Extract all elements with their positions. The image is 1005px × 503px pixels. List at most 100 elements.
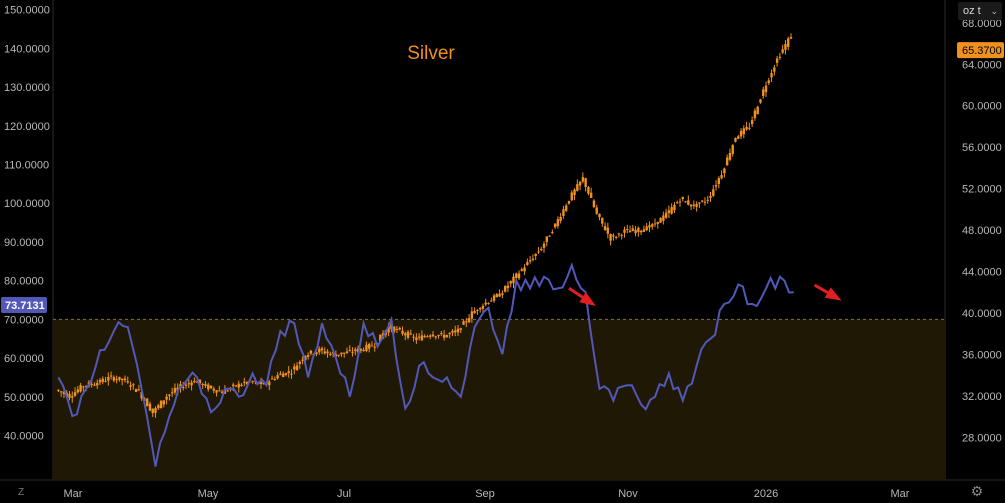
candle-body bbox=[565, 205, 568, 211]
candle-body bbox=[118, 376, 121, 380]
left-tick-label: 50.0000 bbox=[4, 392, 44, 404]
gear-icon[interactable]: ⚙ bbox=[970, 483, 984, 499]
candle-body bbox=[745, 126, 748, 130]
candle-body bbox=[603, 226, 607, 231]
candle-body bbox=[429, 335, 432, 337]
candle-body bbox=[232, 384, 235, 387]
candle-body bbox=[251, 381, 254, 383]
candle-body bbox=[531, 258, 535, 260]
candle-body bbox=[90, 383, 93, 385]
right-tick-label: 56.0000 bbox=[962, 142, 1002, 154]
candle-body bbox=[734, 137, 737, 142]
candle-body bbox=[778, 56, 782, 58]
candle-body bbox=[454, 330, 457, 333]
candle-body bbox=[398, 327, 401, 330]
right-tick-label: 28.0000 bbox=[962, 432, 1002, 444]
candle-body bbox=[343, 352, 346, 354]
candle-body bbox=[73, 392, 77, 396]
candle-body bbox=[290, 373, 293, 375]
candle-body bbox=[362, 349, 365, 351]
right-tick-label: 32.0000 bbox=[962, 391, 1002, 403]
candle-body bbox=[348, 350, 351, 352]
candle-body bbox=[318, 348, 321, 353]
candle-body bbox=[173, 388, 177, 393]
candle-body bbox=[770, 73, 773, 78]
candle-body bbox=[234, 385, 238, 387]
candle-body bbox=[784, 44, 787, 50]
unit-selector[interactable]: oz t ⌄ bbox=[958, 2, 1002, 20]
candle-body bbox=[154, 408, 157, 413]
candle-body bbox=[198, 379, 202, 384]
candle-body bbox=[623, 229, 626, 233]
candle-body bbox=[520, 269, 524, 271]
candle-body bbox=[476, 309, 479, 311]
candle-body bbox=[406, 331, 410, 338]
candle-body bbox=[93, 384, 96, 386]
candle-body bbox=[787, 38, 790, 47]
candle-body bbox=[762, 89, 765, 97]
candle-body bbox=[775, 58, 779, 63]
candle-body bbox=[490, 300, 493, 302]
candle-body bbox=[578, 181, 582, 186]
candle-body bbox=[76, 389, 80, 393]
candle-body bbox=[207, 384, 210, 390]
candle-body bbox=[626, 228, 629, 230]
candle-body bbox=[503, 286, 507, 292]
candle-body bbox=[667, 210, 671, 213]
candle-body bbox=[370, 345, 374, 347]
candle-body bbox=[415, 337, 418, 341]
candle-body bbox=[523, 267, 526, 272]
candle-body bbox=[659, 217, 662, 223]
candle-body bbox=[440, 333, 443, 335]
left-current-badge bbox=[1, 296, 47, 313]
left-current-label: 73.7131 bbox=[5, 300, 45, 312]
candle-body bbox=[404, 333, 407, 336]
candle-body bbox=[517, 273, 521, 279]
candle-body bbox=[706, 199, 709, 201]
candle-body bbox=[345, 351, 349, 354]
candle-body bbox=[320, 348, 324, 351]
right-current-label: 65.3700 bbox=[962, 45, 1002, 57]
left-tick-label: 110.0000 bbox=[4, 160, 49, 172]
candle-body bbox=[534, 253, 537, 257]
candle-body bbox=[126, 381, 129, 383]
candle-body bbox=[243, 381, 246, 383]
candle-body bbox=[528, 260, 532, 262]
right-axis[interactable]: 28.0000 32.0000 36.0000 40.0000 44.0000 48.00… bbox=[957, 18, 1004, 445]
candle-body bbox=[434, 336, 437, 338]
candle-body bbox=[337, 354, 340, 356]
candle-body bbox=[642, 229, 646, 232]
candle-body bbox=[551, 231, 554, 233]
candle-body bbox=[567, 200, 571, 204]
candle-body bbox=[237, 383, 240, 388]
candle-body bbox=[689, 204, 693, 207]
right-tick-label: 52.0000 bbox=[962, 184, 1002, 196]
candle-body bbox=[326, 351, 329, 354]
line-series-path bbox=[57, 262, 794, 467]
candle-body bbox=[581, 177, 585, 182]
candle-body bbox=[620, 234, 623, 236]
candle-body bbox=[62, 391, 66, 395]
candle-body bbox=[720, 175, 723, 179]
candle-body bbox=[96, 383, 99, 386]
time-axis[interactable]: Mar May Jul Sep Nov 2026 Mar bbox=[64, 488, 910, 500]
candle-body bbox=[276, 375, 279, 379]
left-tick-label: 150.0000 bbox=[4, 5, 50, 17]
candle-body bbox=[645, 226, 648, 231]
candle-body bbox=[698, 202, 701, 204]
left-axis[interactable]: 40.0000 50.0000 60.0000 70.0000 80.0000 90.00… bbox=[1, 5, 50, 443]
candle-body bbox=[670, 207, 673, 214]
candle-body bbox=[540, 249, 543, 251]
candle-body bbox=[204, 384, 207, 386]
candle-body bbox=[109, 375, 113, 377]
candle-body bbox=[306, 354, 310, 357]
candle-body bbox=[417, 336, 421, 338]
timezone-button[interactable]: Z bbox=[18, 487, 25, 498]
candle-body bbox=[648, 225, 651, 228]
candle-body bbox=[309, 350, 313, 354]
x-tick-label: Sep bbox=[475, 488, 495, 500]
candle-body bbox=[182, 387, 185, 389]
candle-body bbox=[57, 389, 60, 391]
candle-body bbox=[351, 351, 354, 353]
